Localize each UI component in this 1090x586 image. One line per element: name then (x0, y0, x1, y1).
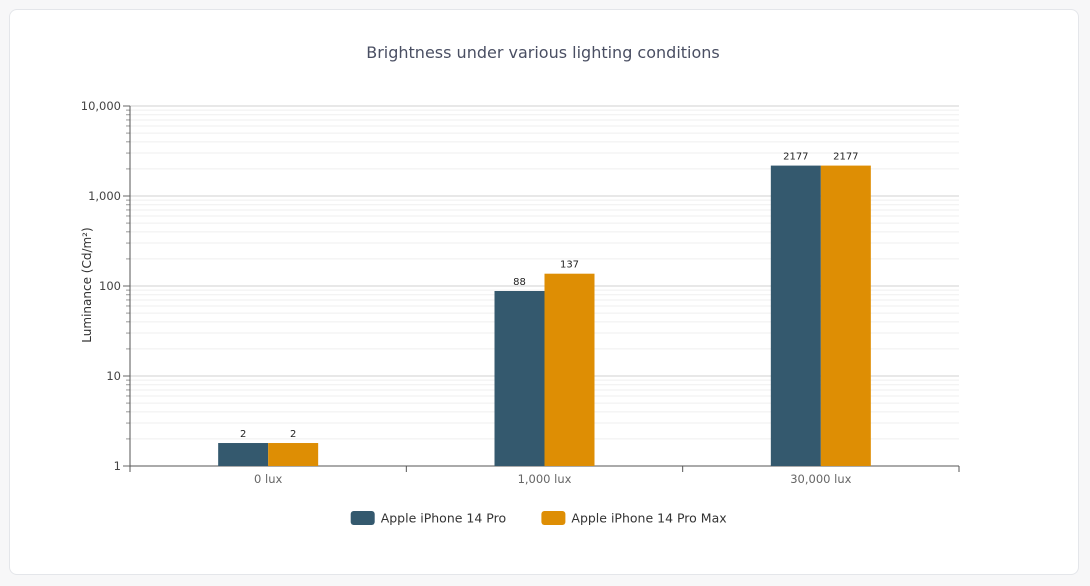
x-axis-ticks: 0 lux 1,000 lux 30,000 lux (129, 466, 960, 486)
bar[interactable] (494, 290, 545, 466)
data-label: 88 (513, 277, 526, 288)
y-tick-label: 10,000 (81, 99, 121, 113)
data-label: 2177 (783, 152, 808, 163)
data-label: 2 (240, 429, 246, 440)
data-label: 2177 (833, 152, 858, 163)
legend[interactable]: Apple iPhone 14 Pro Apple iPhone 14 Pro M… (350, 511, 727, 526)
y-axis-label: Luminance (Cd/m²) (80, 227, 94, 342)
bars (218, 165, 871, 466)
x-tick-label: 30,000 lux (790, 472, 851, 486)
data-label: 137 (560, 260, 579, 271)
legend-swatch (541, 511, 566, 525)
y-tick-label: 100 (99, 279, 121, 293)
y-tick-label: 1 (114, 459, 121, 473)
bar[interactable] (544, 273, 595, 466)
bar[interactable] (268, 443, 319, 466)
y-tick-label: 1,000 (88, 189, 121, 203)
y-axis-ticks: 1 10 100 1,000 10,000 (81, 99, 130, 473)
x-tick-label: 1,000 lux (518, 472, 572, 486)
bar[interactable] (820, 165, 871, 466)
data-labels: 2 2 88 137 2177 2177 (240, 152, 859, 440)
legend-label: Apple iPhone 14 Pro Max (571, 511, 726, 526)
bar[interactable] (770, 165, 821, 466)
legend-swatch (350, 511, 375, 525)
chart-title: Brightness under various lighting condit… (366, 43, 720, 62)
bar[interactable] (218, 443, 269, 466)
legend-item[interactable]: Apple iPhone 14 Pro (350, 511, 506, 526)
y-tick-label: 10 (106, 369, 121, 383)
legend-label: Apple iPhone 14 Pro (381, 511, 506, 526)
data-label: 2 (290, 429, 296, 440)
legend-item[interactable]: Apple iPhone 14 Pro Max (541, 511, 727, 526)
x-tick-label: 0 lux (254, 472, 282, 486)
